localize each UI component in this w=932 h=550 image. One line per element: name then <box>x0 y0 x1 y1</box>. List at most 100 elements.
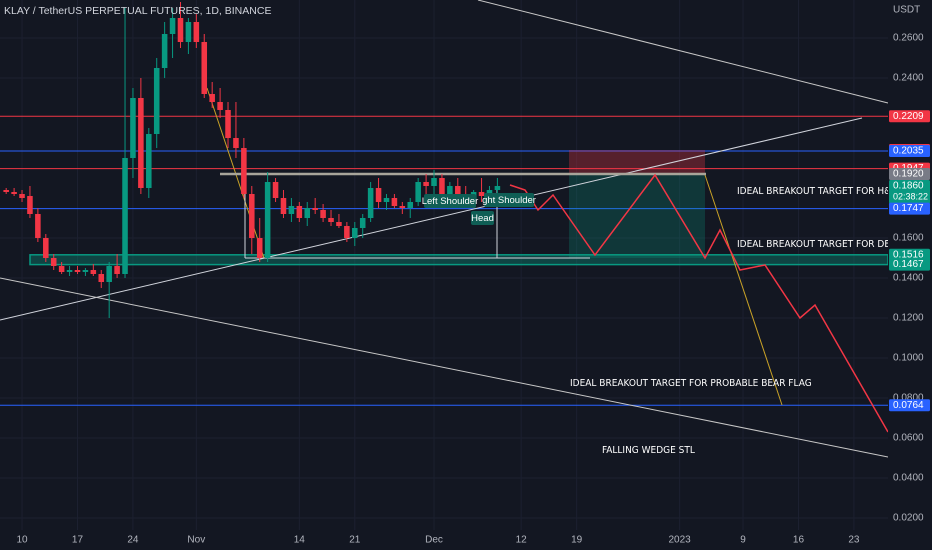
candle-body <box>201 42 208 94</box>
candle-body <box>35 214 41 238</box>
candle-body <box>494 186 501 190</box>
candle-body <box>193 22 200 42</box>
candle-body <box>122 158 128 274</box>
candle-body <box>153 68 160 134</box>
candle-body <box>391 198 398 206</box>
x-tick-label: 10 <box>16 535 28 546</box>
price-label-box <box>889 399 930 412</box>
candle-body <box>399 206 406 208</box>
candle-body <box>256 238 263 258</box>
x-tick-label: 23 <box>848 535 860 546</box>
candle-body <box>114 266 120 274</box>
price-label: 0.1860 <box>893 181 924 192</box>
price-label: 0.1747 <box>893 203 924 214</box>
annotation: IDEAL BREAKOUT TARGET FOR PROBABLE BEAR … <box>570 378 812 389</box>
candle-body <box>407 202 414 208</box>
candle-body <box>177 18 184 42</box>
candle-body <box>98 274 105 282</box>
price-countdown: 02:38:22 <box>893 191 928 201</box>
price-label-box <box>889 248 930 261</box>
candle-body <box>185 22 192 42</box>
candle-body <box>423 182 429 186</box>
trend-line <box>704 174 783 406</box>
candle-body <box>43 238 49 258</box>
x-tick-label: 12 <box>516 535 528 546</box>
support-zone <box>29 254 889 266</box>
candle-body <box>3 190 9 192</box>
candle-body <box>27 196 33 214</box>
x-tick-label: 17 <box>72 535 84 546</box>
annotation: FALLING WEDGE STL <box>602 445 695 456</box>
x-tick-label: 14 <box>294 535 306 546</box>
y-tick-label: 0.2600 <box>893 33 924 44</box>
price-label: 0.2209 <box>893 111 924 122</box>
candle-body <box>359 218 366 228</box>
price-label-box <box>889 180 930 204</box>
candle-body <box>82 270 89 272</box>
target-zone <box>569 174 705 258</box>
price-label: 0.0764 <box>893 400 924 411</box>
price-label-box <box>889 258 930 271</box>
candle-body <box>367 188 374 218</box>
y-tick-label: 0.1400 <box>893 273 924 284</box>
candle-body <box>264 182 271 258</box>
candle-body <box>288 206 295 214</box>
candle-body <box>161 34 168 68</box>
candle-body <box>320 210 326 218</box>
y-tick-label: 0.0800 <box>893 393 924 404</box>
x-tick-label: 16 <box>793 535 805 546</box>
annotation: IDEAL BREAKOUT TARGET FOR H&S <box>737 186 897 197</box>
y-tick-label: 0.0200 <box>893 513 924 524</box>
price-label: 0.1467 <box>893 259 924 270</box>
pattern-label: Left Shoulder <box>422 196 479 207</box>
y-tick-label: 0.0400 <box>893 473 924 484</box>
price-label-box <box>889 202 930 215</box>
candle-body <box>439 178 445 194</box>
candle-body <box>11 192 17 194</box>
price-label-box <box>889 145 930 157</box>
candle-body <box>312 208 318 210</box>
candle-body <box>50 258 57 266</box>
candle-body <box>146 134 152 188</box>
price-label: 0.2035 <box>893 146 924 157</box>
candle-body <box>375 188 382 202</box>
candle-body <box>249 194 255 238</box>
x-tick-label: Nov <box>187 535 205 546</box>
candle-body <box>66 270 73 272</box>
price-label-box <box>889 168 930 180</box>
candle-body <box>241 148 247 194</box>
candle-body <box>280 198 287 214</box>
candle-body <box>233 138 239 148</box>
pattern-label: ght Shoulder <box>482 195 536 206</box>
x-tick-label: 21 <box>349 535 361 546</box>
candle-body <box>138 98 144 188</box>
candle-body <box>225 110 231 138</box>
candle-body <box>304 208 311 218</box>
x-tick-label: Dec <box>425 535 443 546</box>
y-tick-label: 0.1200 <box>893 313 924 324</box>
annotation: IDEAL BREAKOUT TARGET FOR DESCE <box>737 239 908 250</box>
x-tick-label: 19 <box>571 535 583 546</box>
candle-body <box>74 270 81 272</box>
trend-line <box>477 0 889 104</box>
chart-title: KLAY / TetherUS PERPETUAL FUTURES, 1D, B… <box>4 5 271 17</box>
candle-body <box>90 270 97 274</box>
candle-body <box>106 266 112 282</box>
candle-body <box>58 266 65 272</box>
candle-body <box>272 182 279 198</box>
label-box <box>484 193 534 207</box>
candle-body <box>296 206 303 218</box>
x-tick-label: 9 <box>740 535 746 546</box>
axes: 0.2600 0.2400 0.1600 0.1400 0.1200 0.1000 0.08… <box>16 33 930 546</box>
x-tick-label: 2023 <box>669 535 692 546</box>
candle-body <box>455 186 461 194</box>
projection <box>509 173 889 433</box>
price-label: 0.1516 <box>893 249 924 260</box>
candle-body <box>328 218 334 222</box>
candles <box>3 2 501 318</box>
wedge-line <box>0 277 889 458</box>
candle-body <box>130 98 136 158</box>
time-axis <box>0 530 932 550</box>
